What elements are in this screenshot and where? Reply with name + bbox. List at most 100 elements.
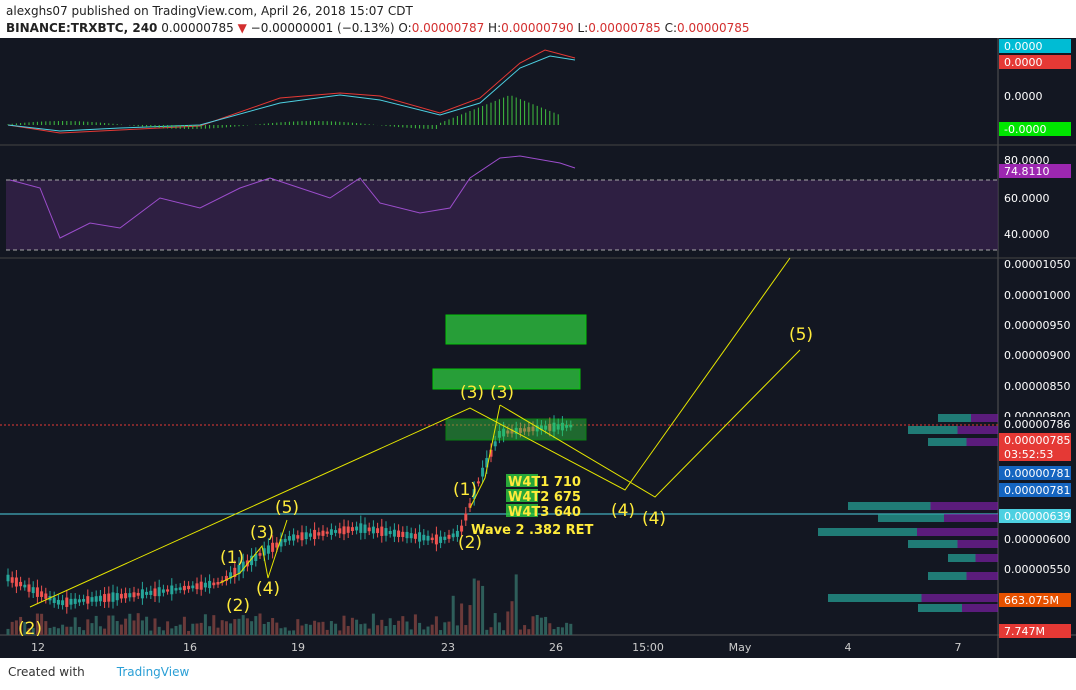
- candle: [174, 588, 178, 591]
- volume-profile: [938, 414, 971, 422]
- candle: [136, 592, 140, 596]
- candle: [308, 533, 312, 537]
- candle: [19, 581, 23, 587]
- wave-label: (2): [458, 533, 482, 553]
- candle: [401, 531, 405, 537]
- candle: [304, 532, 308, 540]
- candle: [132, 592, 136, 598]
- volume: [292, 630, 296, 635]
- candle: [266, 545, 270, 554]
- candle: [149, 590, 153, 595]
- candle: [44, 593, 48, 599]
- volume: [136, 613, 140, 635]
- candle: [317, 532, 321, 536]
- volume: [27, 628, 31, 635]
- candle: [153, 588, 157, 597]
- volume-profile: [828, 594, 922, 602]
- volume: [220, 620, 224, 635]
- volume: [61, 624, 65, 635]
- axis-label: 7.747M: [1004, 625, 1045, 638]
- axis-badge: [999, 55, 1071, 69]
- candle: [397, 530, 401, 538]
- wave-label: (4): [642, 509, 666, 529]
- axis-label: 0.00001000: [1004, 289, 1070, 302]
- volume: [544, 616, 548, 635]
- volume: [426, 626, 430, 635]
- volume: [518, 629, 522, 635]
- candle: [73, 598, 77, 604]
- time-label: 26: [549, 641, 563, 654]
- candle: [388, 531, 392, 535]
- volume: [468, 605, 472, 635]
- candle: [443, 536, 447, 540]
- volume: [224, 621, 228, 635]
- candle: [363, 524, 367, 533]
- volume: [44, 621, 48, 635]
- candle: [413, 533, 417, 539]
- volume: [6, 628, 10, 635]
- candle: [103, 594, 107, 603]
- candle: [111, 592, 115, 602]
- wave-label: (1): [453, 480, 477, 500]
- axis-label: 0.0000: [1004, 40, 1043, 53]
- rsi: [9, 155, 576, 239]
- candle: [208, 580, 212, 589]
- volume: [556, 626, 560, 635]
- volume-profile: [908, 426, 958, 434]
- volume: [52, 626, 56, 635]
- candle: [275, 542, 279, 548]
- volume-profile: [917, 528, 998, 536]
- candle: [86, 596, 90, 604]
- candle: [27, 584, 31, 592]
- candle: [233, 567, 237, 578]
- candle: [539, 425, 543, 431]
- ohlc-label: C:: [664, 21, 677, 35]
- candle: [346, 526, 350, 533]
- candle: [90, 597, 94, 602]
- axis-label: 663.075M: [1004, 594, 1059, 607]
- volume: [535, 614, 539, 635]
- candle: [237, 564, 241, 575]
- time-label: 23: [441, 641, 455, 654]
- volume: [182, 616, 186, 635]
- candle: [157, 587, 161, 597]
- axis-badge: [999, 483, 1071, 497]
- volume: [350, 617, 354, 635]
- ohlc-label: O:: [398, 21, 412, 35]
- rsi-band: [6, 180, 998, 250]
- candle: [23, 584, 27, 588]
- candle: [115, 593, 119, 601]
- candle: [518, 428, 522, 433]
- target-badge: [506, 489, 538, 502]
- volume: [539, 617, 543, 635]
- candle: [241, 561, 245, 572]
- wave-label: (4): [256, 579, 280, 599]
- time-label: 16: [183, 641, 197, 654]
- volume-profile: [818, 528, 917, 536]
- candle: [31, 587, 35, 594]
- volume: [422, 629, 426, 635]
- candle: [371, 526, 375, 534]
- axis-label: 0.00000850: [1004, 380, 1070, 393]
- volume: [359, 624, 363, 635]
- candle: [65, 597, 69, 607]
- volume: [170, 628, 174, 635]
- volume: [476, 580, 480, 635]
- ohlc: O:0.00000787 H:0.00000790 L:0.00000785 C…: [398, 21, 749, 35]
- candle: [527, 427, 531, 432]
- volume: [94, 615, 98, 635]
- axis-label: 0.00000781: [1004, 467, 1070, 480]
- time-label: 7: [955, 641, 962, 654]
- ohlc-label: H:: [488, 21, 502, 35]
- axis-badge: [999, 624, 1071, 638]
- candle: [485, 458, 489, 468]
- volume-profile: [975, 554, 998, 562]
- candle: [447, 534, 451, 539]
- volume: [308, 624, 312, 635]
- volume: [191, 623, 195, 635]
- candle: [552, 422, 556, 432]
- candle: [556, 424, 560, 430]
- volume: [65, 626, 69, 635]
- volume: [203, 614, 207, 635]
- candle: [342, 526, 346, 535]
